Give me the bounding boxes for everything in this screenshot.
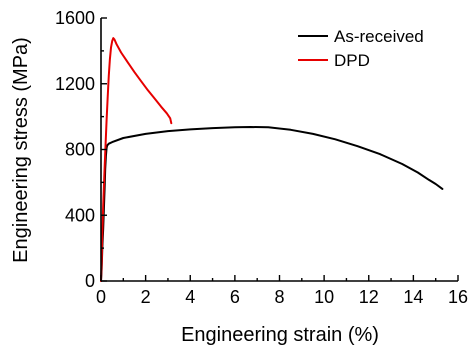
y-tick-label: 800 [65, 140, 95, 160]
y-tick-label: 1200 [55, 74, 95, 94]
y-tick-label: 0 [85, 271, 95, 291]
y-tick-label: 1600 [55, 8, 95, 28]
legend-label: DPD [334, 51, 370, 70]
axes [100, 18, 458, 282]
x-tick-label: 14 [403, 287, 423, 307]
x-tick-label: 8 [274, 287, 284, 307]
y-axis-title: Engineering stress (MPa) [10, 37, 32, 263]
x-axis-title: Engineering strain (%) [181, 324, 379, 346]
x-tick-label: 0 [96, 287, 106, 307]
legend: As-received DPD [298, 27, 424, 70]
series-line-as-received [100, 126, 444, 282]
x-tick-label: 16 [448, 287, 468, 307]
legend-label: As-received [334, 27, 424, 46]
y-tick-label: 400 [65, 205, 95, 225]
x-tick-label: 6 [230, 287, 240, 307]
x-tick-label: 10 [314, 287, 334, 307]
x-tick-label: 4 [185, 287, 195, 307]
x-tick-label: 12 [359, 287, 379, 307]
series-layer [100, 37, 444, 282]
ticks: 0 2 4 6 8 10 12 14 16 0 400 800 1200 1600 [55, 8, 468, 307]
series-line-dpd [100, 37, 173, 282]
x-tick-label: 2 [141, 287, 151, 307]
